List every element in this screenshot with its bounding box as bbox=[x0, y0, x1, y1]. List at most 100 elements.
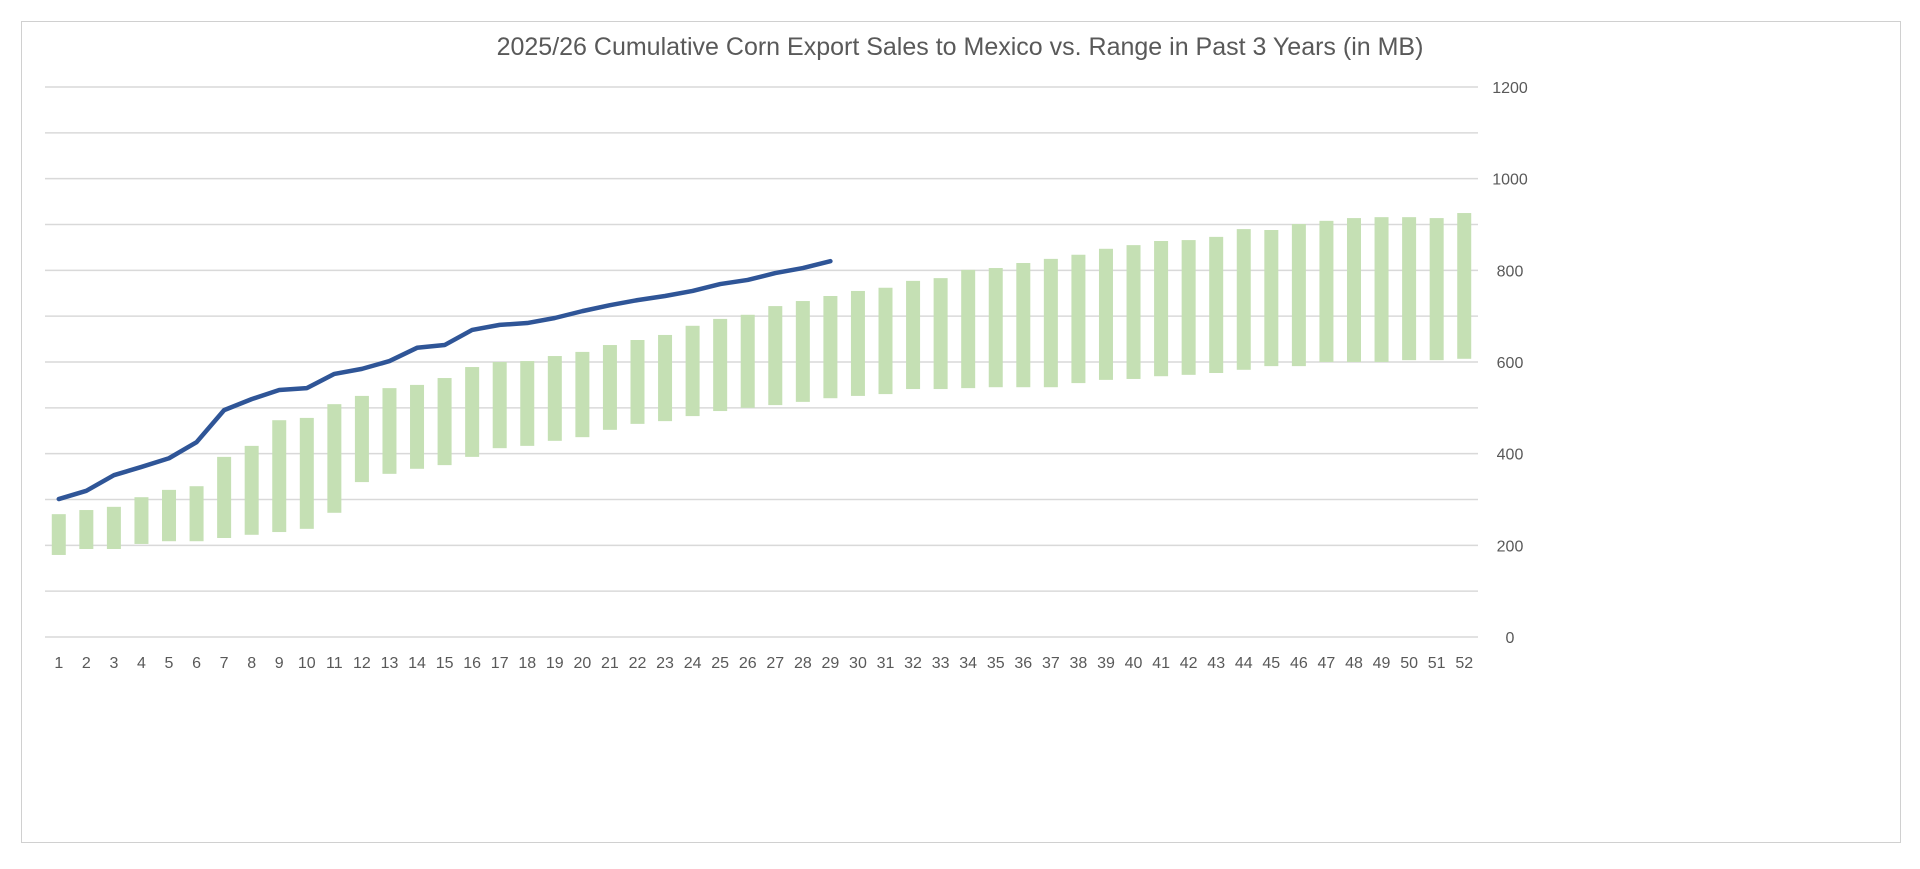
x-tick-label: 1 bbox=[54, 655, 63, 672]
range-bar bbox=[1264, 230, 1279, 367]
range-bar bbox=[1319, 220, 1334, 362]
range-bar bbox=[189, 486, 204, 542]
x-tick-label: 23 bbox=[656, 655, 674, 672]
x-tick-label: 16 bbox=[463, 655, 481, 672]
x-tick-label: 18 bbox=[518, 655, 536, 672]
range-bar bbox=[1154, 241, 1169, 377]
range-bar bbox=[740, 314, 755, 408]
range-bar bbox=[961, 269, 976, 389]
x-tick-label: 19 bbox=[546, 655, 564, 672]
range-bar bbox=[1071, 254, 1086, 384]
range-bar bbox=[1374, 217, 1389, 362]
range-bar bbox=[106, 506, 121, 549]
range-bar bbox=[575, 351, 590, 438]
x-tick-label: 29 bbox=[821, 655, 839, 672]
range-bar bbox=[1236, 229, 1251, 370]
chart-title: 2025/26 Cumulative Corn Export Sales to … bbox=[497, 33, 1424, 61]
x-tick-label: 12 bbox=[353, 655, 371, 672]
x-tick-label: 41 bbox=[1152, 655, 1170, 672]
x-tick-label: 25 bbox=[711, 655, 729, 672]
range-bar bbox=[492, 362, 507, 449]
range-bar bbox=[354, 395, 369, 483]
y-tick-label: 0 bbox=[1506, 630, 1515, 647]
range-bar bbox=[795, 301, 810, 402]
x-tick-label: 4 bbox=[137, 655, 146, 672]
range-bar bbox=[1126, 245, 1141, 379]
x-tick-label: 33 bbox=[932, 655, 950, 672]
x-tick-label: 34 bbox=[959, 655, 977, 672]
range-bar bbox=[933, 278, 948, 390]
range-bar bbox=[1043, 258, 1058, 388]
x-tick-label: 9 bbox=[275, 655, 284, 672]
x-tick-label: 42 bbox=[1180, 655, 1198, 672]
x-tick-label: 28 bbox=[794, 655, 812, 672]
y-tick-label: 400 bbox=[1497, 447, 1524, 464]
x-tick-label: 15 bbox=[436, 655, 454, 672]
x-tick-label: 39 bbox=[1097, 655, 1115, 672]
x-tick-label: 30 bbox=[849, 655, 867, 672]
x-tick-label: 37 bbox=[1042, 655, 1060, 672]
range-bar bbox=[685, 325, 700, 417]
x-tick-label: 24 bbox=[684, 655, 702, 672]
range-bar bbox=[823, 296, 838, 399]
range-bar bbox=[1181, 240, 1196, 375]
range-bar bbox=[1402, 217, 1417, 361]
x-tick-label: 49 bbox=[1373, 655, 1391, 672]
y-tick-label: 200 bbox=[1497, 538, 1524, 555]
x-tick-label: 13 bbox=[381, 655, 399, 672]
range-bar bbox=[520, 361, 535, 446]
range-bar bbox=[988, 268, 1003, 388]
range-bar bbox=[1429, 218, 1444, 361]
x-tick-label: 44 bbox=[1235, 655, 1253, 672]
range-bar bbox=[272, 420, 287, 533]
x-tick-label: 50 bbox=[1400, 655, 1418, 672]
x-tick-label: 10 bbox=[298, 655, 316, 672]
x-tick-label: 31 bbox=[877, 655, 895, 672]
x-tick-label: 2 bbox=[82, 655, 91, 672]
x-tick-label: 17 bbox=[491, 655, 509, 672]
range-bar bbox=[465, 367, 480, 457]
chart-frame bbox=[21, 21, 1901, 843]
x-tick-label: 14 bbox=[408, 655, 426, 672]
x-tick-label: 35 bbox=[987, 655, 1005, 672]
range-bar bbox=[630, 340, 645, 424]
x-tick-label: 32 bbox=[904, 655, 922, 672]
range-bar bbox=[1291, 224, 1306, 367]
range-bar bbox=[906, 280, 921, 390]
range-bar bbox=[217, 456, 232, 538]
x-tick-label: 40 bbox=[1125, 655, 1143, 672]
range-bar bbox=[410, 384, 425, 469]
x-tick-label: 27 bbox=[766, 655, 784, 672]
range-bar bbox=[244, 445, 259, 535]
range-bar bbox=[299, 417, 314, 529]
range-bar bbox=[878, 287, 893, 395]
x-tick-label: 11 bbox=[326, 655, 343, 672]
range-bar bbox=[602, 345, 617, 430]
range-bar bbox=[1098, 248, 1113, 380]
x-tick-label: 47 bbox=[1318, 655, 1336, 672]
y-tick-label: 1200 bbox=[1492, 80, 1528, 97]
range-bar bbox=[1346, 218, 1361, 362]
x-tick-label: 22 bbox=[629, 655, 647, 672]
y-tick-label: 800 bbox=[1497, 263, 1524, 280]
range-bar bbox=[327, 404, 342, 513]
x-tick-label: 20 bbox=[573, 655, 591, 672]
range-bar bbox=[1457, 213, 1472, 359]
range-bar bbox=[768, 306, 783, 406]
x-tick-label: 51 bbox=[1428, 655, 1446, 672]
x-tick-label: 45 bbox=[1262, 655, 1280, 672]
y-tick-label: 1000 bbox=[1492, 172, 1528, 189]
x-tick-label: 43 bbox=[1207, 655, 1225, 672]
range-bar bbox=[658, 334, 673, 422]
range-bar bbox=[850, 290, 865, 396]
range-bar bbox=[382, 388, 397, 474]
x-tick-label: 36 bbox=[1014, 655, 1032, 672]
x-tick-label: 5 bbox=[165, 655, 174, 672]
range-bar bbox=[162, 489, 177, 542]
range-bar bbox=[51, 514, 66, 555]
x-tick-label: 26 bbox=[739, 655, 757, 672]
range-bar bbox=[437, 378, 452, 466]
x-tick-label: 3 bbox=[109, 655, 118, 672]
range-bar bbox=[79, 510, 94, 549]
